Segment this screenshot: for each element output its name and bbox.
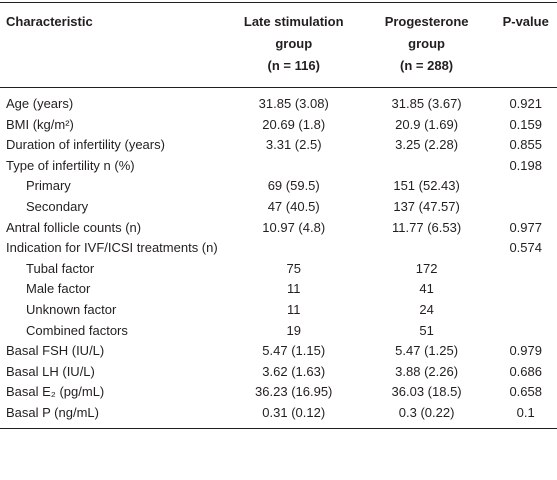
data-table: Characteristic Late stimulation group (n = … <box>0 2 557 429</box>
cell: 41 <box>419 281 434 297</box>
cell: 47 (40.5) <box>267 198 320 214</box>
row-label: Unknown factor <box>26 301 117 317</box>
cell: 0.979 <box>509 343 542 359</box>
header-text: (n = 288) <box>400 58 454 73</box>
table-row: Basal P (ng/mL) 0.31 (0.12) 0.3 (0.22) 0.1 <box>0 403 557 428</box>
table-row: Secondary 47 (40.5) 137 (47.57) <box>0 197 557 218</box>
cell: 5.47 (1.15) <box>262 343 326 359</box>
header-text: P-value <box>502 14 549 29</box>
cell: 19 <box>286 322 301 338</box>
row-label: Basal P (ng/mL) <box>6 404 99 420</box>
table-row: Basal FSH (IU/L) 5.47 (1.15) 5.47 (1.25) 0.… <box>0 341 557 362</box>
header-row: Characteristic Late stimulation group (n = … <box>0 3 557 88</box>
header-text: Progesterone <box>384 14 469 29</box>
header-cell: Characteristic <box>0 3 229 88</box>
cell <box>359 238 495 259</box>
table-row: Basal E₂ (pg/mL) 36.23 (16.95) 36.03 (18.5… <box>0 382 557 403</box>
table-row: Combined factors 19 51 <box>0 321 557 342</box>
header-text: Characteristic <box>6 14 93 29</box>
row-label: Basal E₂ (pg/mL) <box>6 384 105 400</box>
row-label: Male factor <box>26 281 91 297</box>
cell: 11 <box>286 281 301 297</box>
header-cell: Progesterone group (n = 288) <box>359 3 495 88</box>
cell: 3.25 (2.28) <box>395 137 459 153</box>
row-label: Age (years) <box>6 96 74 111</box>
row-label: Secondary <box>26 198 89 214</box>
cell: 31.85 (3.67) <box>391 96 462 111</box>
header-text: group <box>408 36 445 51</box>
row-label: Basal LH (IU/L) <box>6 363 95 379</box>
cell: 11.77 (6.53) <box>392 219 462 235</box>
cell <box>494 259 557 280</box>
cell: 20.9 (1.69) <box>395 116 459 132</box>
cell: 0.686 <box>509 363 542 379</box>
table-body: Age (years) 31.85 (3.08) 31.85 (3.67) 0.921… <box>0 88 557 429</box>
row-label: Combined factors <box>26 322 128 338</box>
cell <box>494 300 557 321</box>
cell: 0.31 (0.12) <box>262 404 326 420</box>
cell: 3.31 (2.5) <box>265 137 322 153</box>
cell: 0.977 <box>509 219 542 235</box>
table-row: Male factor 11 41 <box>0 279 557 300</box>
cell: 31.85 (3.08) <box>258 96 329 111</box>
cell: 0.159 <box>509 116 542 132</box>
header-text: Late stimulation <box>243 14 344 29</box>
row-label: Antral follicle counts (n) <box>6 219 142 235</box>
cell: 0.921 <box>509 96 542 111</box>
table-row: Duration of infertility (years) 3.31 (2.5… <box>0 135 557 156</box>
table-row: BMI (kg/m²) 20.69 (1.8) 20.9 (1.69) 0.159 <box>0 115 557 136</box>
table-row: Indication for IVF/ICSI treatments (n) 0.… <box>0 238 557 259</box>
cell: 20.69 (1.8) <box>262 116 326 132</box>
cell: 3.62 (1.63) <box>262 363 326 379</box>
table-row: Basal LH (IU/L) 3.62 (1.63) 3.88 (2.26) 0.6… <box>0 362 557 383</box>
header-cell: Late stimulation group (n = 116) <box>229 3 359 88</box>
cell: 75 <box>286 260 301 276</box>
cell <box>494 197 557 218</box>
cell: 69 (59.5) <box>267 178 320 194</box>
cell <box>229 238 359 259</box>
cell: 172 <box>415 260 438 276</box>
table-row: Primary 69 (59.5) 151 (52.43) <box>0 176 557 197</box>
cell <box>229 156 359 177</box>
table-row: Antral follicle counts (n) 10.97 (4.8) 11.… <box>0 218 557 239</box>
cell: 51 <box>419 322 434 338</box>
cell: 11 <box>286 301 301 317</box>
row-label: Type of infertility n (%) <box>6 157 135 173</box>
row-label: Tubal factor <box>26 260 95 276</box>
cell: 5.47 (1.25) <box>395 343 459 359</box>
row-label: Basal FSH (IU/L) <box>6 343 105 359</box>
row-label: Indication for IVF/ICSI treatments (n) <box>6 240 218 256</box>
cell: 0.855 <box>509 137 542 153</box>
table-row: Age (years) 31.85 (3.08) 31.85 (3.67) 0.921 <box>0 88 557 115</box>
cell: 36.23 (16.95) <box>255 384 333 400</box>
table-row: Unknown factor 11 24 <box>0 300 557 321</box>
cell: 0.658 <box>509 384 542 400</box>
header-text: group <box>275 36 313 51</box>
cell: 137 (47.57) <box>393 198 460 214</box>
row-label: Duration of infertility (years) <box>6 137 165 153</box>
cell: 36.03 (18.5) <box>391 384 462 400</box>
row-label: BMI (kg/m²) <box>6 116 74 132</box>
cell <box>494 176 557 197</box>
cell: 24 <box>419 301 434 317</box>
cell: 151 (52.43) <box>393 178 460 194</box>
cell: 0.3 (0.22) <box>398 404 455 420</box>
table-row: Type of infertility n (%) 0.198 <box>0 156 557 177</box>
row-label: Primary <box>26 178 71 194</box>
cell: 10.97 (4.8) <box>262 219 326 235</box>
cell: 3.88 (2.26) <box>395 363 459 379</box>
cell <box>359 156 495 177</box>
header-cell: P-value <box>494 3 557 88</box>
table-row: Tubal factor 75 172 <box>0 259 557 280</box>
cell <box>494 321 557 342</box>
header-text: (n = 116) <box>267 58 320 73</box>
cell <box>494 279 557 300</box>
cell: 0.1 <box>516 404 535 420</box>
cell: 0.198 <box>509 157 542 173</box>
cell: 0.574 <box>509 240 542 256</box>
